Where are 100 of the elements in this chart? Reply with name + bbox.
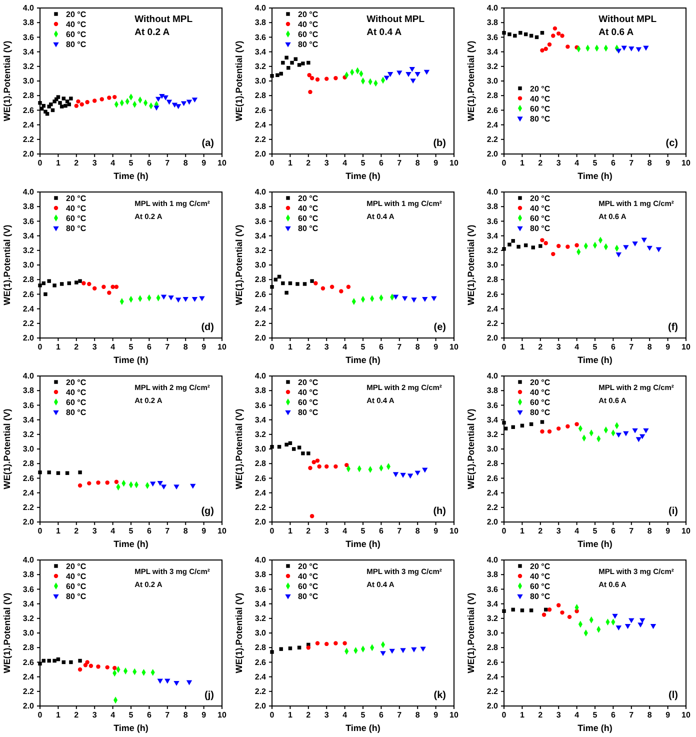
x-axis-title: Time (h)	[114, 171, 148, 181]
legend-label: 80 °C	[298, 224, 318, 233]
point	[38, 662, 42, 666]
point	[616, 48, 622, 54]
point	[56, 471, 60, 475]
point	[552, 26, 558, 31]
y-tick-label: 4.0	[22, 372, 35, 381]
x-tick-label: 4	[110, 342, 116, 352]
point	[324, 464, 329, 469]
legend-label: 80 °C	[66, 592, 86, 601]
point	[502, 609, 506, 613]
x-tick-label: 0	[38, 710, 43, 720]
point	[410, 78, 416, 84]
point	[502, 30, 506, 35]
x-tick-label: 10	[450, 710, 459, 720]
x-tick-label: 0	[270, 710, 275, 720]
point	[112, 94, 117, 100]
y-tick-label: 3.4	[254, 599, 267, 608]
point	[407, 474, 414, 479]
y-tick-label: 2.6	[22, 658, 35, 667]
x-tick-label: 1	[288, 526, 293, 536]
x-tick-label: 6	[146, 526, 152, 536]
x-tick-label: 9	[666, 526, 671, 536]
point	[310, 514, 314, 518]
point	[306, 452, 310, 456]
x-tick-label: 9	[202, 342, 207, 352]
x-tick-label: 8	[415, 342, 420, 352]
annotation: Without MPL	[134, 14, 193, 25]
y-tick-label: 2.6	[486, 658, 499, 667]
point	[511, 425, 515, 429]
legend-label: 80 °C	[298, 592, 318, 601]
x-tick-label: 0	[502, 710, 507, 720]
point	[78, 658, 82, 663]
y-tick-label: 2.8	[486, 643, 499, 652]
x-tick-label: 10	[682, 342, 691, 352]
y-tick-label: 2.0	[22, 334, 35, 343]
point	[74, 104, 79, 108]
point	[422, 468, 428, 473]
x-tick-label: 4	[110, 158, 116, 168]
legend-label: 60 °C	[66, 398, 86, 407]
x-tick-label: 0	[502, 526, 507, 536]
point	[69, 660, 73, 664]
y-tick-label: 3.8	[486, 386, 499, 396]
x-tick-label: 2	[306, 158, 312, 168]
x-tick-label: 7	[629, 710, 634, 720]
x-tick-label: 2	[538, 526, 544, 536]
point	[49, 102, 53, 106]
x-tick-label: 10	[218, 710, 227, 720]
point	[544, 240, 548, 246]
y-tick-label: 2.6	[22, 290, 35, 299]
legend-label: 40 °C	[298, 20, 318, 29]
x-tick-label: 0	[38, 158, 43, 168]
legend-label: 60 °C	[530, 104, 550, 114]
point	[114, 284, 119, 290]
point	[334, 641, 338, 646]
x-axis-title: Time (h)	[114, 355, 148, 365]
x-tick-label: 9	[202, 710, 207, 720]
y-tick-label: 3.4	[22, 47, 35, 56]
point	[384, 76, 390, 81]
annotation: (b)	[433, 138, 446, 149]
point	[392, 472, 399, 478]
point	[172, 102, 178, 108]
x-axis-title: Time (h)	[578, 171, 612, 181]
x-tick-label: 1	[288, 158, 293, 168]
y-tick-label: 3.6	[254, 32, 267, 42]
x-tick-label: 3	[92, 526, 98, 536]
point	[107, 96, 112, 100]
point	[334, 76, 338, 80]
y-tick-label: 3.8	[254, 18, 267, 28]
legend-label: 40 °C	[66, 204, 86, 213]
y-tick-label: 2.6	[254, 658, 267, 667]
y-tick-label: 3.0	[254, 260, 267, 270]
y-tick-label: 3.2	[22, 246, 35, 255]
point	[344, 462, 349, 468]
legend-label: 20 °C	[66, 194, 86, 203]
x-tick-label: 10	[218, 342, 227, 352]
y-tick-label: 2.8	[22, 643, 35, 652]
y-tick-label: 3.8	[254, 570, 267, 580]
point	[297, 646, 302, 650]
annotation: (a)	[202, 138, 214, 149]
point	[270, 444, 274, 449]
annotation: At 0.2 A	[134, 27, 170, 38]
point	[62, 96, 66, 100]
y-tick-label: 3.8	[22, 570, 35, 580]
x-tick-label: 5	[360, 710, 366, 720]
point	[44, 292, 48, 296]
legend-label: 60 °C	[298, 214, 318, 223]
x-tick-label: 10	[450, 526, 459, 536]
x-tick-label: 10	[682, 158, 691, 168]
point	[78, 470, 82, 474]
x-tick-label: 0	[270, 158, 275, 168]
point	[414, 72, 420, 77]
point	[424, 70, 430, 75]
x-tick-label: 2	[538, 158, 544, 168]
point	[76, 99, 80, 104]
y-tick-label: 2.8	[22, 91, 35, 100]
x-tick-label: 5	[128, 710, 134, 720]
point	[342, 641, 347, 646]
point	[190, 484, 196, 489]
x-tick-label: 4	[110, 526, 116, 536]
